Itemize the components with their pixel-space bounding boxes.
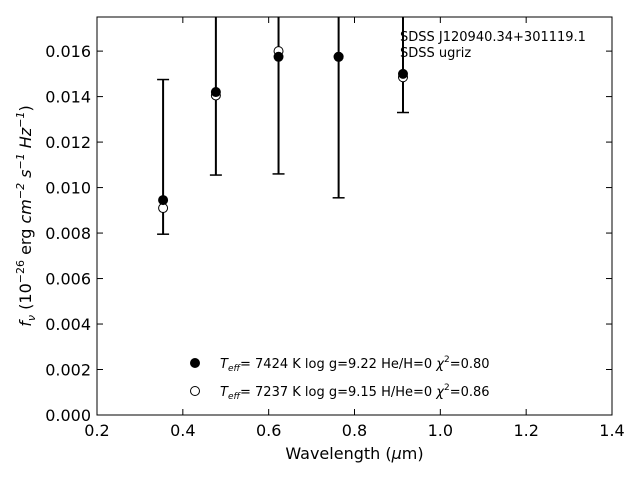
y-tick-label-3: 0.006 [45, 270, 91, 289]
filled-point-0 [158, 195, 169, 206]
filled-point-2 [273, 51, 284, 62]
legend-marker-open [190, 386, 200, 396]
x-axis-label: Wavelength (μm) [285, 444, 423, 463]
y-tick-label-1: 0.002 [45, 361, 91, 380]
annotation-object: SDSS J120940.34+301119.1 [400, 30, 586, 45]
y-tick-label-6: 0.012 [45, 133, 91, 152]
plot-frame [96, 16, 613, 416]
data-points [158, 46, 408, 214]
legend-label-filled: Teff= 7424 K log g=9.22 He/H=0 χ2=0.80 [220, 355, 490, 374]
legend-label-open: Teff= 7237 K log g=9.15 H/He=0 χ2=0.86 [220, 383, 490, 402]
x-tick-label-1: 0.4 [170, 421, 195, 440]
y-tick-label-8: 0.016 [45, 42, 91, 61]
y-tick-label-5: 0.010 [45, 179, 91, 198]
x-tick-label-0: 0.2 [84, 421, 109, 440]
x-tick-label-6: 1.4 [599, 421, 624, 440]
annotation-filters: SDSS ugriz [400, 46, 471, 61]
y-tick-label-2: 0.004 [45, 315, 91, 334]
filled-point-1 [210, 87, 221, 98]
y-tick-label-0: 0.000 [45, 406, 91, 425]
x-tick-label-3: 0.8 [342, 421, 367, 440]
x-tick-label-2: 0.6 [256, 421, 281, 440]
x-tick-label-4: 1.0 [428, 421, 453, 440]
y-tick-label-4: 0.008 [45, 224, 91, 243]
error-bars [157, 17, 409, 235]
axis-ticks: 0.2 0.4 0.6 0.8 1.0 1.2 1.4 0.000 0.002 0.004 0.00… [45, 17, 625, 440]
filled-point-4 [397, 68, 408, 79]
legend-marker-filled [190, 358, 200, 368]
x-tick-label-5: 1.2 [513, 421, 538, 440]
filled-point-3 [333, 51, 344, 62]
legend: Teff= 7424 K log g=9.22 He/H=0 χ2=0.80 T… [190, 355, 490, 402]
y-axis-label: fν (10−26 erg cm−2 s−1 Hz−1) [14, 105, 38, 326]
y-tick-label-7: 0.014 [45, 88, 91, 107]
